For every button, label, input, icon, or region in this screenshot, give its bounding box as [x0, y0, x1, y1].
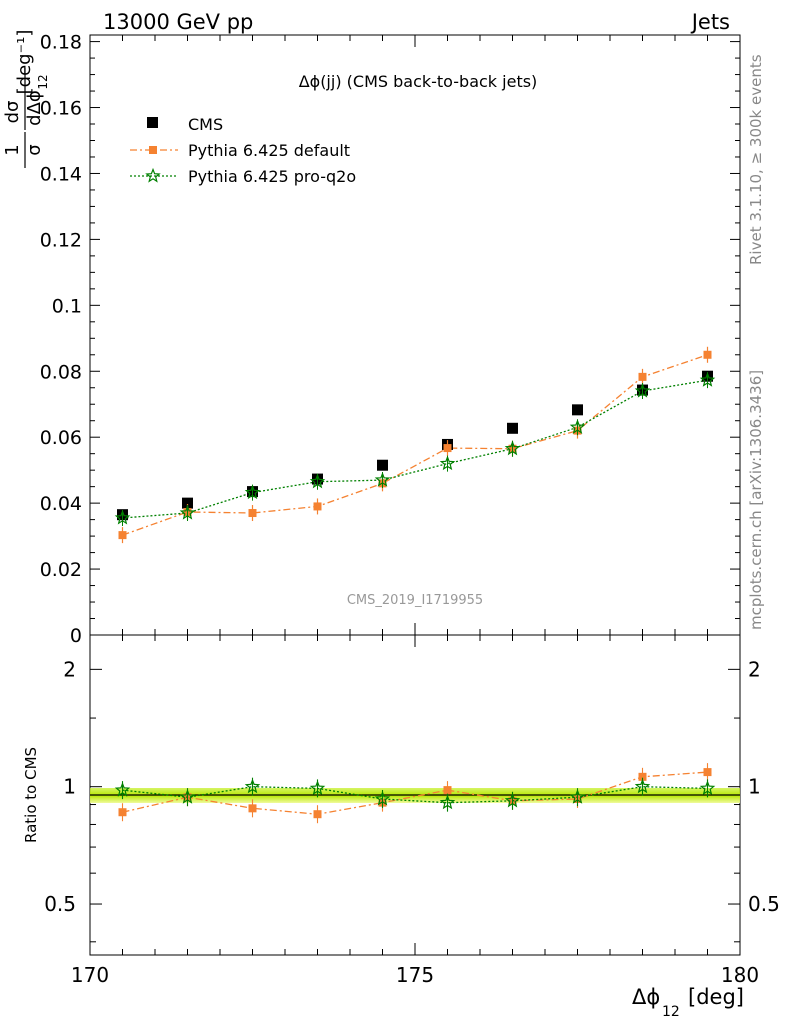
legend-star-shape [145, 167, 161, 183]
legend-marker-cms [147, 117, 158, 128]
ratio-point-pythia-default [118, 808, 127, 817]
ratio-point-pythia-pro-q2o [309, 780, 326, 796]
ratio-series-group [114, 763, 716, 824]
mcplots-credit-label: mcplots.cern.ch [arXiv:1306.3436] [747, 370, 765, 630]
ratio-point-pythia-default [703, 768, 712, 777]
main-y-tick-label: 0.02 [40, 559, 82, 581]
ratio-y-tick-label-right: 0.5 [748, 892, 780, 916]
legend-label-pythia-default: Pythia 6.425 default [188, 141, 350, 160]
pythia-pro-q2o-point [569, 419, 586, 434]
series-line-pythia-pro-q2o [122, 379, 708, 519]
x-axis-label: Δϕ 12 [deg] [632, 985, 744, 1020]
pythia-default-point [638, 372, 647, 381]
ylabel-unit: [deg⁻¹] [14, 30, 35, 95]
ratio-point-pythia-pro-q2o [699, 780, 716, 796]
pythia-pro-q2o-point [374, 471, 391, 487]
x-tick-label: 180 [721, 963, 759, 987]
x-tick-label: 170 [71, 963, 109, 987]
cms-data-point [572, 404, 583, 416]
cms-data-point [377, 459, 388, 471]
pythia-default-point [313, 502, 322, 511]
ylabel-derivative-denominator: dΔϕ [24, 90, 45, 126]
pythia-pro-q2o-point [244, 484, 261, 500]
pythia-pro-q2o-point [114, 509, 131, 525]
ylabel-derivative-numerator: dσ [2, 101, 23, 124]
legend: CMS Pythia 6.425 default Pythia 6.425 pr… [130, 115, 356, 186]
main-y-ticks: 0 0.02 0.04 0.06 0.08 0.1 0.12 0.14 0.16 0.18 [40, 32, 740, 647]
main-x-ticks [89, 35, 741, 635]
ratio-point-pythia-pro-q2o [179, 789, 196, 804]
pythia-default-point [703, 350, 712, 359]
main-panel: 0 0.02 0.04 0.06 0.08 0.1 0.12 0.14 0.16 0.18 Δϕ(… [2, 30, 741, 647]
ratio-point-pythia-pro-q2o [114, 781, 131, 797]
pythia-pro-q2o-point [699, 372, 716, 387]
pythia-default-point [248, 509, 257, 518]
ratio-point-pythia-default [313, 810, 322, 819]
pythia-default-point [118, 531, 127, 540]
ratio-panel: 0.5 0.5 1 1 2 2 170 175 180 Ratio to CMS [22, 634, 780, 987]
main-y-tick-label: 0.12 [40, 229, 82, 251]
main-y-tick-label: 0.06 [40, 427, 82, 449]
cms-data-point [507, 422, 518, 434]
series-line-pythia-default [122, 354, 708, 536]
xlabel-subscript: 12 [662, 1004, 680, 1020]
ratio-point-pythia-pro-q2o [504, 792, 521, 808]
pythia-default-point [443, 444, 452, 453]
ratio-y-tick-label: 0.5 [44, 892, 76, 916]
process-label: Jets [690, 10, 730, 34]
ratio-y-axis-label: Ratio to CMS [22, 747, 40, 843]
ratio-y-ticks: 0.5 0.5 1 1 2 2 [44, 657, 780, 943]
ratio-point-pythia-pro-q2o [569, 789, 586, 804]
energy-label: 13000 GeV pp [103, 10, 253, 34]
ratio-point-pythia-pro-q2o [634, 778, 651, 794]
main-y-axis-label: 1 σ dσ dΔϕ 12 [deg⁻¹] [2, 30, 50, 168]
xlabel-unit: [deg] [688, 985, 744, 1009]
pythia-pro-q2o-point [504, 440, 521, 456]
pythia-pro-q2o-point [309, 473, 326, 489]
ratio-point-pythia-default [443, 786, 452, 795]
main-y-tick-label: 0.18 [40, 32, 82, 54]
analysis-watermark: CMS_2019_I1719955 [347, 593, 483, 608]
ratio-y-tick-label: 1 [63, 775, 76, 799]
cms-data-point [182, 497, 193, 509]
ratio-line-pythia-default [122, 771, 708, 815]
main-y-tick-label: 0.14 [40, 163, 82, 185]
pythia-pro-q2o-point [179, 504, 196, 520]
main-y-tick-label: 0.1 [52, 295, 82, 317]
ratio-y-tick-label-right: 1 [748, 775, 761, 799]
legend-marker-pythia-pro-q2o [145, 167, 161, 183]
ratio-point-pythia-pro-q2o [374, 790, 391, 806]
legend-label-cms: CMS [188, 115, 223, 134]
ratio-point-pythia-default [248, 804, 257, 813]
xlabel-symbol: Δϕ [632, 985, 660, 1009]
ratio-point-pythia-pro-q2o [439, 794, 456, 810]
pythia-pro-q2o-point [634, 382, 651, 398]
ratio-y-tick-label-right: 2 [748, 657, 761, 681]
main-y-tick-label: 0.04 [40, 493, 82, 515]
ylabel-fraction-denominator: σ [24, 144, 45, 155]
main-y-tick-label: 0.16 [40, 98, 82, 120]
main-series-group [114, 346, 716, 544]
pythia-pro-q2o-point [439, 455, 456, 471]
ylabel-fraction-numerator: 1 [2, 144, 23, 155]
ratio-point-pythia-pro-q2o [244, 778, 261, 794]
ylabel-subscript: 12 [36, 74, 50, 89]
ratio-y-tick-label: 2 [63, 657, 76, 681]
ratio-x-ticks: 170 175 180 [71, 635, 759, 987]
legend-marker-pythia-default [149, 146, 157, 154]
main-y-tick-label: 0.08 [40, 361, 82, 383]
legend-label-pythia-pro-q2o: Pythia 6.425 pro-q2o [188, 167, 356, 186]
rivet-version-label: Rivet 3.1.10, ≥ 300k events [747, 54, 765, 265]
ratio-point-pythia-default [638, 772, 647, 781]
chart-title: Δϕ(jj) (CMS back-to-back jets) [299, 72, 538, 91]
main-y-tick-label: 0 [70, 625, 82, 647]
x-tick-label: 175 [396, 963, 434, 987]
